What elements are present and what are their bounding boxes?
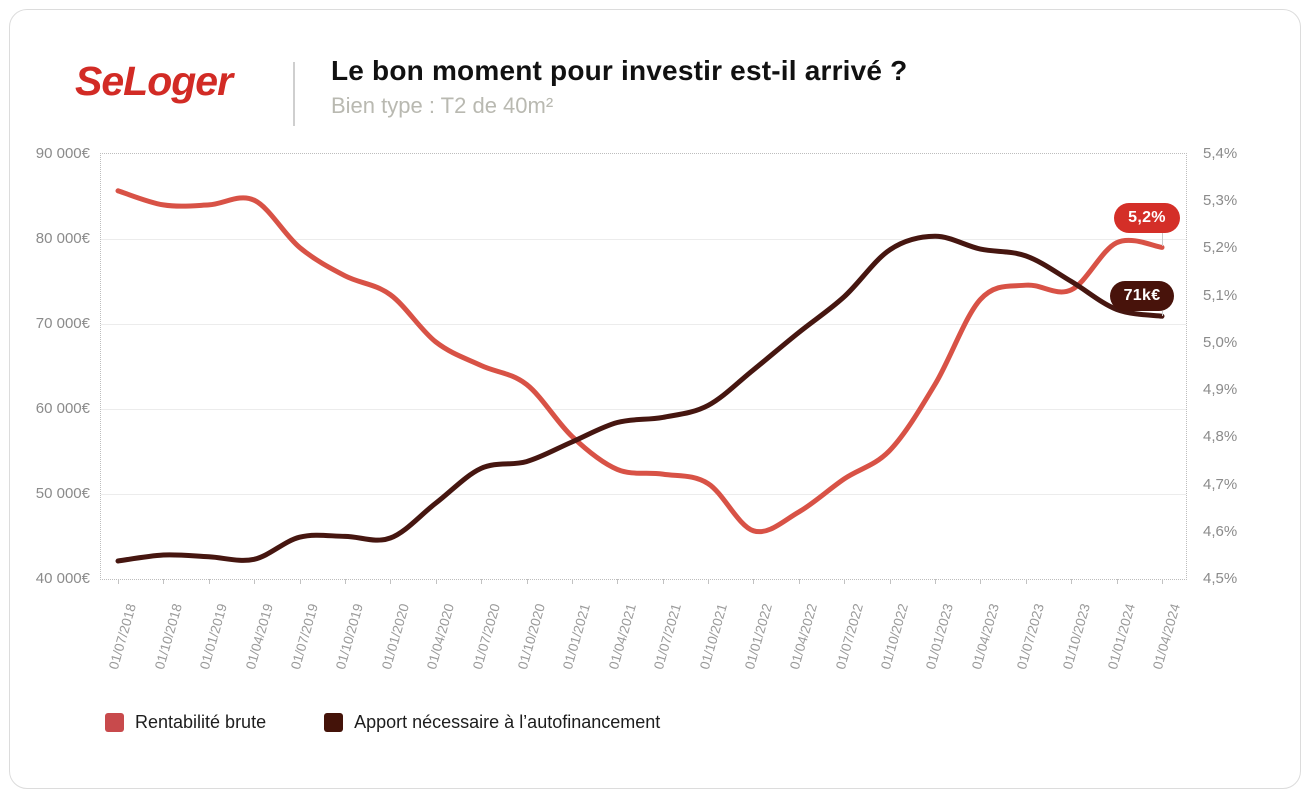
legend-item-apport: Apport nécessaire à l’autofinancement bbox=[324, 712, 660, 733]
x-axis-tick bbox=[753, 579, 755, 584]
apport-callout-value: 71k€ bbox=[1123, 287, 1161, 305]
rentabilite-legend-label: Rentabilité brute bbox=[135, 712, 267, 732]
legend-item-rentabilite: Rentabilité brute bbox=[105, 712, 266, 733]
y-axis-label-right: 5,2% bbox=[1203, 239, 1238, 257]
rentabilite-callout-badge: 5,2% bbox=[1114, 203, 1180, 234]
y-axis-label-right: 4,6% bbox=[1203, 522, 1238, 540]
x-axis-tick bbox=[980, 579, 982, 584]
apport-callout-badge: 71k€ bbox=[1110, 281, 1174, 312]
y-axis-label-right: 4,5% bbox=[1203, 570, 1238, 587]
apport-swatch bbox=[324, 713, 344, 732]
x-axis-tick bbox=[526, 579, 528, 584]
plot-area bbox=[100, 153, 1187, 580]
apport-legend-label: Apport nécessaire à l’autofinancement bbox=[354, 712, 661, 732]
callout-connector-apport bbox=[1161, 311, 1163, 317]
header-divider bbox=[293, 62, 295, 126]
gridline bbox=[101, 324, 1186, 325]
x-axis-tick bbox=[481, 579, 483, 584]
x-axis-tick bbox=[344, 579, 346, 584]
x-axis-tick bbox=[390, 579, 392, 584]
y-axis-label-right: 5,3% bbox=[1203, 192, 1238, 210]
gridline bbox=[101, 494, 1186, 495]
y-axis-label-right: 5,4% bbox=[1203, 145, 1238, 162]
y-axis-label-left: 80 000€ bbox=[35, 230, 90, 247]
x-axis-tick bbox=[299, 579, 301, 584]
y-axis-label-left: 70 000€ bbox=[35, 315, 90, 332]
x-axis-tick bbox=[254, 579, 256, 584]
rentabilite-callout-value: 5,2% bbox=[1128, 209, 1166, 227]
x-axis-tick bbox=[935, 579, 937, 584]
x-axis-tick bbox=[163, 579, 165, 584]
x-axis-tick bbox=[1071, 579, 1073, 584]
y-axis-label-right: 5,1% bbox=[1203, 286, 1238, 304]
y-axis-label-right: 4,8% bbox=[1203, 428, 1238, 446]
x-axis-tick bbox=[1025, 579, 1027, 584]
rentabilite-swatch bbox=[105, 713, 124, 732]
page-title: Le bon moment pour investir est-il arriv… bbox=[331, 55, 908, 86]
x-axis-tick bbox=[708, 579, 710, 584]
x-axis-tick bbox=[617, 579, 619, 584]
x-axis-tick bbox=[889, 579, 891, 584]
y-axis-label-left: 60 000€ bbox=[35, 400, 90, 417]
x-axis-tick bbox=[844, 579, 846, 584]
x-axis-tick bbox=[435, 579, 437, 584]
y-axis-label-left: 90 000€ bbox=[35, 145, 90, 162]
y-axis-label-left: 50 000€ bbox=[35, 485, 90, 502]
x-axis-tick bbox=[662, 579, 664, 584]
x-axis-tick bbox=[571, 579, 573, 584]
seloger-logo: SeLoger bbox=[75, 58, 233, 104]
gridline bbox=[101, 239, 1186, 240]
y-axis-label-right: 4,9% bbox=[1203, 381, 1238, 399]
x-axis-tick bbox=[798, 579, 800, 584]
callout-connector-rentabilite bbox=[1161, 233, 1163, 247]
page-subtitle: Bien type : T2 de 40m² bbox=[331, 93, 554, 118]
y-axis-label-left: 40 000€ bbox=[35, 570, 90, 587]
y-axis-label-right: 5,0% bbox=[1203, 333, 1238, 351]
x-axis-tick bbox=[1116, 579, 1118, 584]
gridline bbox=[101, 409, 1186, 410]
x-axis-tick bbox=[1162, 579, 1163, 584]
x-axis-tick bbox=[208, 579, 210, 584]
y-axis-label-right: 4,7% bbox=[1203, 475, 1238, 493]
chart-legend: Rentabilité brute Apport nécessaire à l’… bbox=[105, 712, 718, 733]
x-axis-tick bbox=[118, 579, 119, 584]
